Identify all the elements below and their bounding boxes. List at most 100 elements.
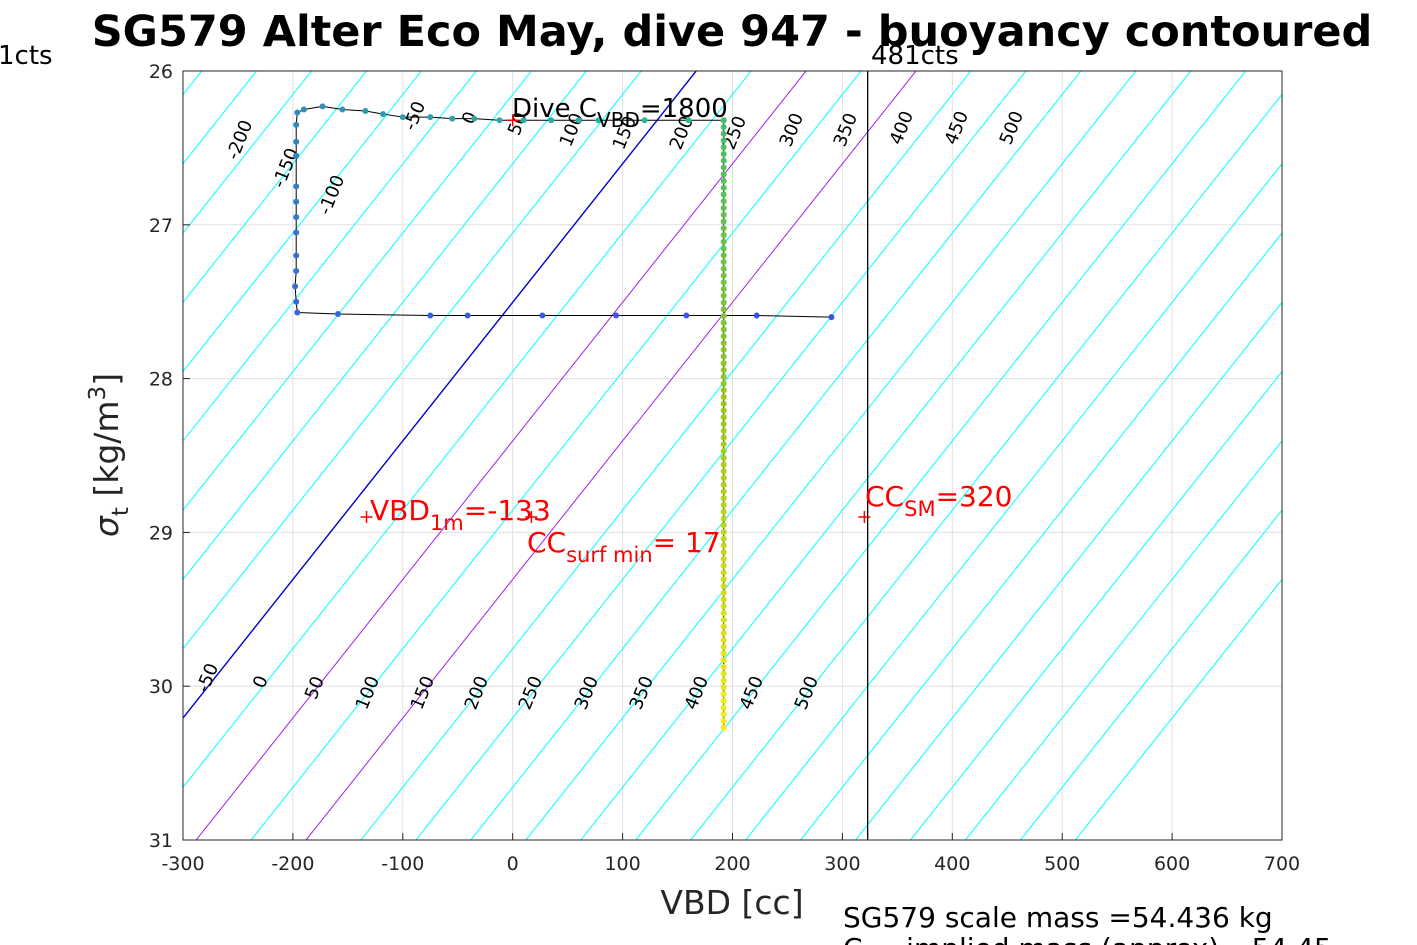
descent-point xyxy=(720,697,727,704)
dive-trace-point xyxy=(294,309,301,316)
dive-trace-point xyxy=(293,152,300,159)
descent-point xyxy=(720,157,727,164)
contour-line xyxy=(183,71,642,650)
red-markers xyxy=(360,114,871,524)
descent-point xyxy=(720,164,727,171)
descent-point xyxy=(720,279,727,286)
dive-trace-point xyxy=(449,115,456,122)
dive-trace-point xyxy=(362,107,369,114)
contour-line xyxy=(183,71,423,373)
dive-trace-point xyxy=(641,117,648,124)
x-tick-label: 100 xyxy=(604,853,640,875)
contour-line xyxy=(250,71,862,840)
buoyancy-contours xyxy=(183,71,1282,840)
descent-point xyxy=(720,414,727,421)
descent-point xyxy=(720,670,727,677)
descent-point xyxy=(720,690,727,697)
descent-point xyxy=(720,420,727,427)
x-tick-labels: -300 -200 -100 0 100 200 300 400 500 600 700 xyxy=(161,833,1300,875)
contour-line xyxy=(415,71,1027,840)
descent-point xyxy=(720,272,727,279)
red-cross-marker xyxy=(525,511,538,524)
dive-trace-point xyxy=(520,117,527,124)
descent-point xyxy=(720,373,727,380)
dive-trace-point xyxy=(380,111,387,118)
dive-trace-line xyxy=(294,105,832,318)
contour-line xyxy=(690,93,1282,840)
descent-point xyxy=(720,630,727,637)
x-tick-label: -200 xyxy=(271,853,314,875)
x-tick-label: 700 xyxy=(1264,853,1300,875)
descent-point xyxy=(720,137,727,144)
descent-point xyxy=(720,650,727,657)
red-cross-marker xyxy=(360,511,373,524)
dive-trace-point xyxy=(539,312,546,319)
descent-point xyxy=(720,252,727,259)
contour-line xyxy=(195,71,807,840)
descent-point xyxy=(720,589,727,596)
descent-point xyxy=(720,677,727,684)
descent-point xyxy=(720,366,727,373)
descent-point xyxy=(720,245,727,252)
dive-trace-point xyxy=(399,114,406,121)
contour-line xyxy=(964,440,1282,840)
contour-line xyxy=(183,71,587,581)
descent-point xyxy=(720,130,727,137)
descent-point xyxy=(720,218,727,225)
contour-line xyxy=(183,71,752,789)
descent-point xyxy=(720,474,727,481)
footer-implied-mass: Cₑᵥᵤ implied mass (approx) =54.45 xyxy=(843,932,1332,945)
dive-trace-point xyxy=(293,198,300,205)
descent-point xyxy=(720,387,727,394)
right-marker-label: 481cts xyxy=(871,41,959,71)
descent-point xyxy=(720,144,727,151)
descent-point xyxy=(720,441,727,448)
descent-point xyxy=(720,663,727,670)
y-tick-label: 28 xyxy=(149,369,173,391)
x-tick-label: 400 xyxy=(934,853,970,875)
dive-trace-point xyxy=(293,267,300,274)
descent-point xyxy=(720,191,727,198)
descent-point xyxy=(720,339,727,346)
descent-point xyxy=(720,522,727,529)
svg-text:σt [kg/m3]: σt [kg/m3] xyxy=(85,373,134,537)
cc-surf-min-annotation: CCsurf min= 17 xyxy=(527,526,721,567)
dive-trace-point xyxy=(292,283,299,290)
contour-line xyxy=(1074,578,1282,840)
contour-line xyxy=(305,71,917,840)
footer-scale-mass: SG579 scale mass =54.436 kg xyxy=(843,901,1273,934)
descent-point xyxy=(720,454,727,461)
contour-line xyxy=(470,71,1082,840)
descent-point xyxy=(720,225,727,232)
descent-point xyxy=(720,657,727,664)
dive-cvbd-annotation: Dive CVBD=1800 xyxy=(512,94,728,132)
descent-point xyxy=(720,326,727,333)
y-tick-labels: 26 27 28 29 30 31 xyxy=(149,61,190,852)
descent-point xyxy=(720,468,727,475)
dive-trace-point xyxy=(334,311,341,318)
descent-point xyxy=(720,177,727,184)
dive-trace-point xyxy=(339,106,346,113)
descent-point xyxy=(720,211,727,218)
descent-point xyxy=(720,333,727,340)
descent-point xyxy=(720,717,727,724)
descent-point xyxy=(720,312,727,319)
descent-point xyxy=(720,258,727,265)
descent-point xyxy=(720,684,727,691)
contour-line xyxy=(360,71,972,840)
descent-point xyxy=(720,549,727,556)
descent-point xyxy=(720,427,727,434)
descent-point xyxy=(720,555,727,562)
dive-trace-point xyxy=(293,214,300,221)
descent-point xyxy=(720,528,727,535)
descent-point xyxy=(720,535,727,542)
descent-point xyxy=(720,238,727,245)
descent-point xyxy=(720,319,727,326)
dive-trace-point xyxy=(575,117,582,124)
descent-point xyxy=(720,353,727,360)
descent-point xyxy=(720,265,727,272)
descent-point xyxy=(720,171,727,178)
descent-point xyxy=(720,123,727,130)
descent-point xyxy=(720,299,727,306)
